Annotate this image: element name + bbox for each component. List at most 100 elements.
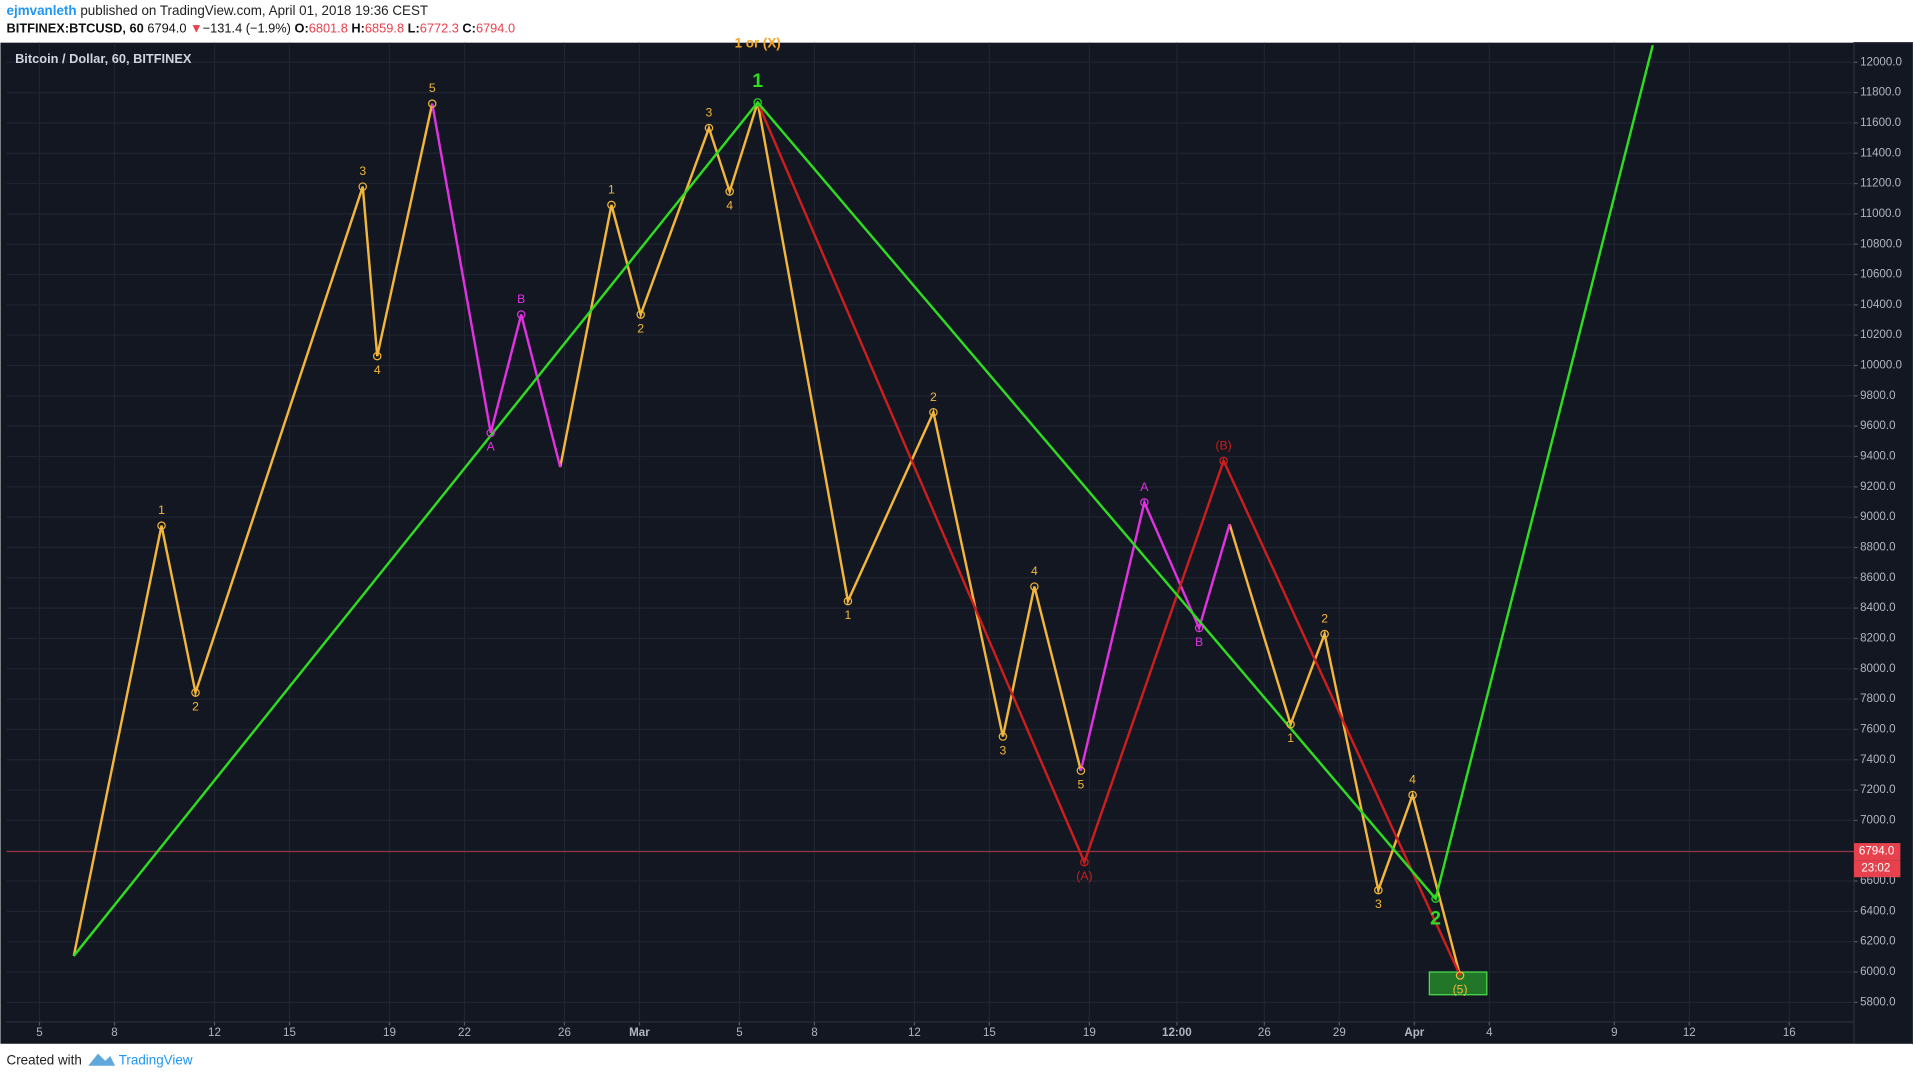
- x-tick-label: 9: [1611, 1027, 1617, 1039]
- x-tick-label: 12: [1683, 1027, 1696, 1039]
- wave-label: 3: [1375, 897, 1382, 911]
- y-tick-label: 10800.0: [1860, 238, 1902, 250]
- wave-label: 1: [1287, 731, 1294, 745]
- wave-point: [191, 688, 200, 697]
- wave-point: [1194, 623, 1204, 633]
- wave-point: [486, 428, 495, 438]
- ohlc-value: 6772.3: [420, 21, 459, 36]
- wave-label: A: [487, 440, 496, 454]
- wave-label: (B): [1215, 438, 1231, 452]
- wave-label: 2: [930, 390, 937, 404]
- y-tick-label: 12000.0: [1860, 56, 1902, 68]
- ohlc: O:6801.8 H:6859.8 L:6772.3 C:6794.0: [294, 21, 518, 36]
- wave-point: [843, 596, 853, 606]
- x-tick-label: 29: [1333, 1027, 1346, 1039]
- wave-line: [756, 101, 1462, 977]
- y-tick-label: 8600.0: [1860, 572, 1895, 584]
- header-line1: ejmvanleth published on TradingView.com,…: [7, 3, 429, 18]
- change: −131.4 (−1.9%): [203, 21, 291, 36]
- y-tick-label: 11600.0: [1860, 117, 1901, 129]
- x-tick-label: 5: [736, 1027, 742, 1039]
- y-tick-label: 7200.0: [1860, 784, 1895, 796]
- wave-label: 1: [158, 503, 165, 517]
- y-tick-label: 8200.0: [1860, 633, 1895, 645]
- ohlc-value: 6859.8: [365, 21, 404, 36]
- header-line2: BITFINEX:BTCUSD, 60 6794.0 ▼−131.4 (−1.9…: [7, 21, 519, 36]
- wave-label: 4: [1031, 564, 1038, 578]
- y-tick-label: 10200.0: [1860, 329, 1902, 341]
- y-tick-label: 6000.0: [1860, 966, 1895, 978]
- y-tick-label: 7600.0: [1860, 723, 1895, 735]
- wave-label: B: [517, 292, 525, 306]
- brand[interactable]: TradingView: [119, 1052, 193, 1067]
- wave-label: 2: [192, 699, 199, 713]
- x-tick-label: 26: [1258, 1027, 1271, 1039]
- y-tick-label: 10400.0: [1860, 299, 1902, 311]
- wave-label: 3: [706, 106, 713, 120]
- wave-point: [1320, 629, 1329, 639]
- wave-point: [607, 200, 616, 210]
- y-tick-label: 11000.0: [1860, 208, 1901, 220]
- wave-point: [157, 521, 166, 530]
- symbol: BITFINEX:BTCUSD, 60: [7, 21, 144, 36]
- ohlc-key: C:: [462, 21, 476, 36]
- x-tick-label: 15: [283, 1027, 296, 1039]
- y-tick-label: 7800.0: [1860, 693, 1895, 705]
- x-tick-label: 26: [558, 1027, 571, 1039]
- wave-point: [516, 310, 526, 319]
- y-tick-label: 8000.0: [1860, 663, 1895, 675]
- wave-point: [1140, 498, 1149, 507]
- y-tick-label: 8400.0: [1860, 602, 1895, 614]
- wave-point: [1455, 971, 1465, 980]
- wave-label: 5: [1077, 778, 1084, 792]
- wave-point: [1408, 790, 1417, 800]
- change-arrow: ▼: [190, 21, 203, 36]
- countdown: 23:02: [1861, 863, 1890, 875]
- wave-point: [704, 123, 714, 133]
- wave-point: [358, 182, 368, 191]
- wave-label: 3: [1000, 743, 1007, 757]
- wave-point: [1076, 766, 1086, 775]
- wave-label: 4: [1409, 773, 1416, 787]
- wave-label: 1: [608, 183, 615, 197]
- wave-point: [1219, 456, 1228, 466]
- last-price-label: 6794.0: [1859, 846, 1894, 858]
- x-tick-label: Mar: [629, 1027, 650, 1039]
- x-tick-label: 8: [111, 1027, 117, 1039]
- wave-label: 4: [374, 363, 381, 377]
- x-tick-label: 16: [1783, 1027, 1796, 1039]
- plot: [6, 45, 1855, 996]
- x-tick-label: Apr: [1404, 1027, 1424, 1039]
- ohlc-value: 6801.8: [309, 21, 348, 36]
- wave-label: 1: [845, 608, 852, 622]
- x-tick-label: 19: [1083, 1027, 1096, 1039]
- wave-label: 2: [637, 321, 644, 335]
- wave-point: [998, 732, 1008, 741]
- x-tick-label: 19: [383, 1027, 396, 1039]
- wave-label: 3: [359, 164, 366, 178]
- y-tick-label: 9600.0: [1860, 420, 1895, 432]
- ohlc-value: 6794.0: [476, 21, 515, 36]
- wave-point: [1431, 894, 1440, 903]
- wave-label: 2: [1321, 612, 1328, 626]
- wave-label: A: [1140, 480, 1149, 494]
- wave-point: [725, 187, 734, 196]
- created-with: Created with: [7, 1052, 82, 1067]
- wave-point: [427, 99, 437, 108]
- author[interactable]: ejmvanleth: [7, 3, 77, 18]
- wave-point: [1080, 857, 1089, 867]
- x-tick-label: 12:00: [1162, 1027, 1192, 1039]
- ohlc-key: H:: [351, 21, 365, 36]
- y-tick-label: 6600.0: [1860, 875, 1895, 887]
- wave-point: [753, 98, 762, 107]
- y-tick-label: 9000.0: [1860, 511, 1895, 523]
- wave-label: 5: [429, 81, 436, 95]
- wave-line: [431, 103, 1231, 771]
- grid: [6, 42, 1858, 1026]
- x-tick-label: 12: [208, 1027, 221, 1039]
- wave-label: 1: [752, 70, 763, 92]
- wave-label: 4: [726, 198, 733, 212]
- footer: [0, 1043, 1913, 1078]
